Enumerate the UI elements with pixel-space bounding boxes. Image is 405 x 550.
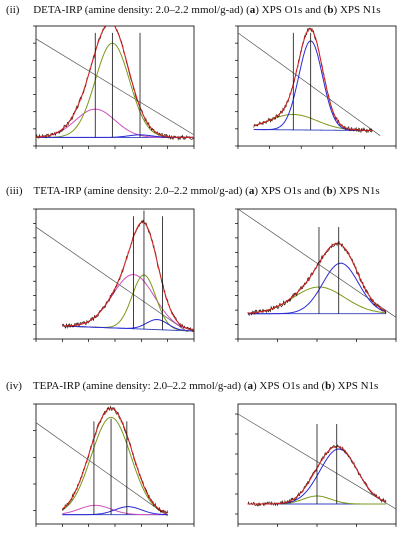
- heading-a-letter: a: [247, 380, 253, 392]
- heading-ii: (ii) DETA-IRP (amine density: 2.0–2.2 mm…: [6, 4, 381, 16]
- measured-data-line: [36, 26, 194, 141]
- diagonal-line: [238, 209, 396, 318]
- component-peak-n1: [253, 40, 373, 132]
- heading-a-text: XPS O1s and: [261, 4, 321, 16]
- plot-frame: [35, 403, 195, 525]
- plot-frame: [237, 25, 397, 147]
- chart-ii-b: [235, 25, 397, 149]
- heading-iv: (iv) TEPA-IRP (amine density: 2.0–2.2 mm…: [6, 380, 379, 392]
- chart-iii-b: [235, 208, 397, 342]
- component-peak-cuo: [62, 319, 194, 332]
- chart-iv-b: [235, 403, 397, 527]
- component-peak-cuo: [62, 506, 168, 516]
- diagonal-line: [36, 38, 194, 136]
- measured-data-line: [61, 405, 169, 515]
- heading-a-letter: a: [249, 4, 256, 16]
- heading-b-text: XPS N1s: [337, 380, 379, 392]
- heading-b-letter: b: [325, 380, 332, 392]
- component-peak-co: [62, 504, 168, 516]
- heading-b-letter: b: [326, 185, 333, 197]
- plot-area: [36, 26, 194, 141]
- plot-area: [238, 209, 396, 318]
- heading-a-text: XPS O1s and: [260, 185, 321, 197]
- plot-frame: [237, 208, 397, 340]
- heading-b-text: XPS N1s: [339, 4, 381, 16]
- heading-roman: (ii): [6, 4, 20, 16]
- heading-iii: (iii) TETA-IRP (amine density: 2.0–2.2 m…: [6, 185, 380, 197]
- fitted-envelope-line: [253, 28, 373, 132]
- fitted-envelope-line: [36, 26, 194, 138]
- component-peak-co: [36, 42, 194, 138]
- chart-ii-a: [33, 25, 195, 149]
- heading-roman: (iv): [6, 380, 22, 392]
- measured-data-line: [247, 241, 387, 317]
- heading-a-letter: a: [248, 185, 255, 197]
- fitted-envelope-line: [247, 242, 387, 314]
- component-peak-n1: [247, 262, 387, 315]
- chart-iv-a: [33, 403, 195, 527]
- diagonal-line: [36, 422, 168, 517]
- plot-area: [36, 405, 169, 517]
- fitted-envelope-line: [62, 407, 168, 514]
- fitted-envelope-line: [62, 221, 194, 331]
- heading-b-text: XPS N1s: [339, 185, 380, 197]
- heading-b-letter: b: [327, 4, 334, 16]
- component-peak-co: [62, 274, 194, 331]
- plot-area: [238, 27, 381, 136]
- heading-roman: (iii): [6, 185, 23, 197]
- chart-iii-a: [33, 208, 195, 342]
- plot-area: [36, 219, 194, 333]
- component-peak-co: [62, 416, 168, 514]
- heading-name: TEPA-IRP (amine density: 2.0–2.2 mmol/g-…: [32, 380, 242, 392]
- diagonal-line: [36, 226, 188, 333]
- diagonal-line: [238, 32, 381, 136]
- plot-frame: [35, 208, 195, 340]
- heading-name: DETA-IRP (amine density: 2.0–2.2 mmol/g-…: [33, 4, 244, 16]
- heading-name: TETA-IRP (amine density: 2.0–2.2 mmol/g-…: [33, 185, 243, 197]
- heading-a-text: XPS O1s and: [259, 380, 319, 392]
